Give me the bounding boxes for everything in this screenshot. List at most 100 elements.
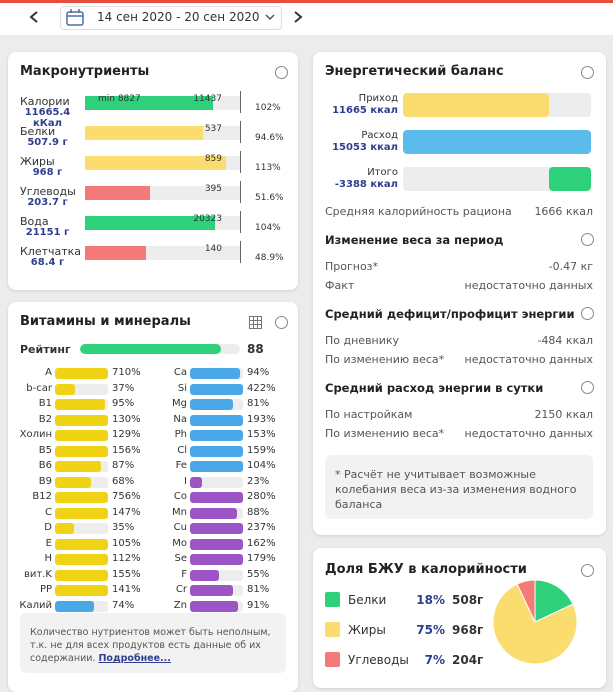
nutrient-name: D xyxy=(44,522,52,533)
nutrient-percent: 141% xyxy=(112,584,141,595)
help-icon[interactable] xyxy=(581,564,594,577)
nutrient-percent: 130% xyxy=(112,413,141,425)
row-value: недостаточно данных xyxy=(464,427,593,440)
macro-track xyxy=(85,96,240,110)
nutrient-bar xyxy=(190,538,243,550)
row-value: 2150 ккал xyxy=(534,408,593,421)
nutrient-name: Co xyxy=(173,491,187,502)
nutrient-track xyxy=(190,507,243,519)
help-icon[interactable] xyxy=(275,316,288,329)
nutrient-track xyxy=(190,430,243,441)
legend-swatch xyxy=(325,622,340,637)
nutrient-bar xyxy=(55,461,102,472)
nutrient-bar xyxy=(55,492,108,503)
nutrient-track xyxy=(55,554,108,565)
nutrient-bar xyxy=(190,461,243,472)
macro-bar xyxy=(85,216,215,230)
nutrient-name: Cr xyxy=(175,584,187,595)
norm-line xyxy=(240,241,241,263)
legend-amount: 508г xyxy=(452,593,484,607)
date-picker[interactable] xyxy=(60,6,282,30)
help-icon[interactable] xyxy=(275,66,288,79)
nutrient-percent: 81% xyxy=(247,584,270,595)
nutrient-percent: 55% xyxy=(247,568,270,580)
nutrient-name: I xyxy=(184,475,187,487)
nutrient-bar xyxy=(55,368,108,379)
legend-amount: 204г xyxy=(452,653,484,667)
nutrient-track xyxy=(55,538,108,550)
nutrient-name: E xyxy=(45,537,52,549)
legend-name: Жиры xyxy=(348,623,386,637)
nutrient-name: b-car xyxy=(26,382,52,394)
avg-label: Средняя калорийность рациона xyxy=(325,205,512,218)
macro-name: Углеводы xyxy=(20,185,76,198)
energy-name: Приход xyxy=(358,93,398,104)
nutrient-track xyxy=(55,507,108,519)
nutrient-track xyxy=(55,445,108,457)
nutrient-bar xyxy=(190,414,243,426)
nutrient-bar xyxy=(190,430,243,441)
macro-track xyxy=(85,246,240,260)
next-button[interactable] xyxy=(292,10,304,24)
help-icon[interactable] xyxy=(581,307,594,320)
energy-name: Итого xyxy=(367,167,398,178)
nutrient-bar xyxy=(55,383,75,395)
energy-amount: 15053 ккал xyxy=(332,142,398,153)
section-title: Средний расход энергии в сутки xyxy=(325,381,544,395)
macro-percent: 51.6% xyxy=(255,193,284,203)
norm-line xyxy=(240,151,241,173)
nutrient-name: Si xyxy=(177,382,187,394)
nutrient-percent: 23% xyxy=(247,475,270,487)
nutrient-percent: 104% xyxy=(247,460,276,471)
nutrient-track xyxy=(55,461,108,472)
nutrient-percent: 87% xyxy=(112,460,135,471)
nutrient-bar xyxy=(55,585,108,596)
avg-value: 1666 ккал xyxy=(534,205,593,218)
energy-bar xyxy=(548,167,591,191)
nutrient-percent: 147% xyxy=(112,506,141,518)
macro-percent: 94.6% xyxy=(255,133,284,143)
note: Количество нутриентов может быть неполны… xyxy=(30,626,275,665)
help-icon[interactable] xyxy=(581,66,594,79)
macro-name: Жиры xyxy=(20,155,55,168)
energy-bar xyxy=(403,93,549,117)
row-value: -484 ккал xyxy=(537,334,593,347)
legend-name: Углеводы xyxy=(348,653,409,667)
macro-amount: 68.4 г xyxy=(30,257,65,268)
nutrient-bar xyxy=(55,414,108,426)
macro-bar xyxy=(85,246,147,260)
more-link[interactable]: Подробнее... xyxy=(98,653,171,664)
nutrient-bar xyxy=(190,383,243,395)
nutrient-bar xyxy=(55,399,106,410)
legend-name: Белки xyxy=(348,593,387,607)
nutrient-track xyxy=(55,383,108,395)
nutrient-bar xyxy=(190,585,233,596)
nutrient-percent: 756% xyxy=(112,491,141,502)
energy-amount: 11665 ккал xyxy=(332,105,398,116)
nutrient-bar xyxy=(190,554,243,565)
prev-button[interactable] xyxy=(28,10,40,24)
nutrient-name: PP xyxy=(39,584,52,595)
nutrient-track xyxy=(190,476,243,488)
nutrient-track xyxy=(190,538,243,550)
nutrient-name: Se xyxy=(174,553,188,564)
row-label: По изменению веса* xyxy=(325,353,445,366)
nutrient-name: Zn xyxy=(173,599,187,611)
row-label: Факт xyxy=(325,279,355,292)
table-icon[interactable] xyxy=(249,316,262,329)
norm-line xyxy=(240,211,241,233)
rating-bar xyxy=(80,344,221,354)
help-icon[interactable] xyxy=(581,381,594,394)
help-icon[interactable] xyxy=(581,233,594,246)
nutrient-name: Na xyxy=(173,413,187,425)
nutrient-name: B12 xyxy=(32,491,52,502)
macro-name: Вода xyxy=(20,215,49,228)
card-title: Макронутриенты xyxy=(20,64,150,79)
nutrient-bar xyxy=(55,476,92,488)
macro-amount: 21151 г xyxy=(25,227,70,238)
nutrient-name: Ph xyxy=(174,429,187,440)
nutrient-track xyxy=(190,399,243,410)
row-value: недостаточно данных xyxy=(464,353,593,366)
energy-track xyxy=(403,167,591,191)
nutrient-name: B6 xyxy=(38,460,52,471)
